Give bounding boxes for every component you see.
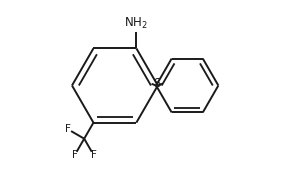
Text: F: F: [91, 150, 96, 160]
Text: F: F: [72, 150, 78, 160]
Text: NH$_2$: NH$_2$: [125, 16, 148, 31]
Text: F: F: [65, 124, 71, 134]
Text: S: S: [153, 77, 161, 90]
